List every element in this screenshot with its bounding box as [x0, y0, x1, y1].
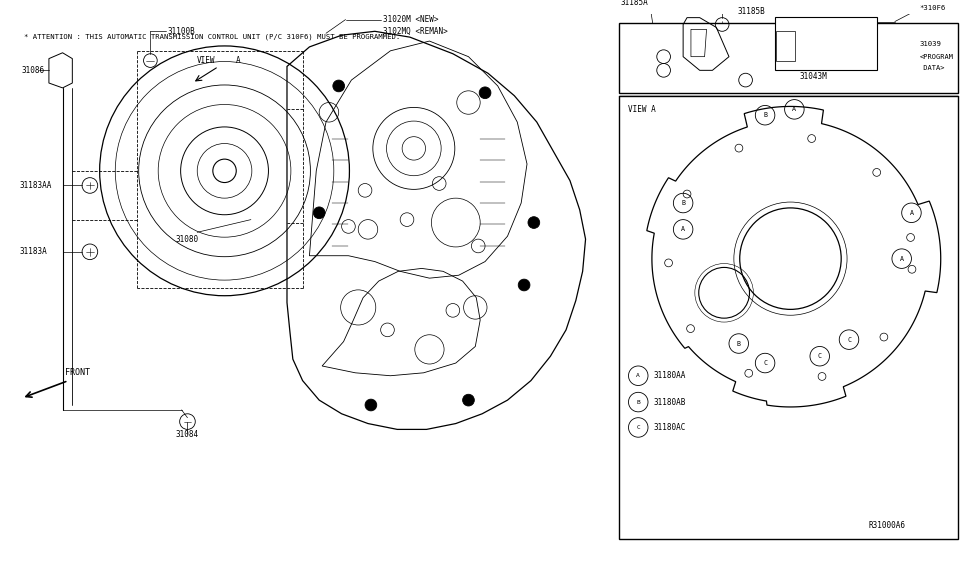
Text: 31180AA: 31180AA [654, 371, 686, 380]
Text: A: A [682, 226, 685, 233]
Text: 31039: 31039 [919, 41, 941, 47]
Text: DATA>: DATA> [919, 66, 945, 71]
Text: 31084: 31084 [176, 430, 199, 439]
Text: * ATTENTION : THIS AUTOMATIC TRANSMISSION CONTROL UNIT (P/C 310F6) MUST BE PROGR: * ATTENTION : THIS AUTOMATIC TRANSMISSIO… [23, 34, 400, 40]
Text: R31000A6: R31000A6 [869, 521, 906, 530]
Text: 31183AA: 31183AA [20, 181, 52, 190]
Text: 31183A: 31183A [20, 247, 48, 256]
Text: 31043M: 31043M [800, 72, 827, 81]
Text: 31185A: 31185A [621, 0, 648, 7]
Circle shape [313, 207, 325, 218]
Text: B: B [682, 200, 685, 206]
Text: B: B [637, 400, 641, 405]
Text: VIEW A: VIEW A [629, 105, 656, 114]
Circle shape [365, 399, 376, 411]
Text: 31185B: 31185B [738, 7, 765, 16]
Text: A: A [900, 256, 904, 261]
Text: 31020M <NEW>: 31020M <NEW> [382, 15, 438, 24]
Text: *310F6: *310F6 [919, 5, 946, 11]
Text: A: A [793, 106, 797, 113]
Text: A: A [637, 373, 641, 378]
Bar [619, 96, 958, 539]
Text: FRONT: FRONT [65, 368, 91, 378]
Text: <PROGRAM: <PROGRAM [919, 54, 954, 59]
Circle shape [462, 395, 474, 406]
Text: C: C [818, 353, 822, 359]
Text: 31080: 31080 [176, 235, 199, 243]
Text: 31180AB: 31180AB [654, 397, 686, 406]
Text: 31086: 31086 [21, 66, 45, 75]
Bar [619, 23, 958, 93]
Text: B: B [763, 112, 767, 118]
Text: A: A [236, 56, 241, 65]
Circle shape [332, 80, 344, 92]
Text: C: C [763, 360, 767, 366]
Text: 31180AC: 31180AC [654, 423, 686, 432]
Text: 3102MQ <REMAN>: 3102MQ <REMAN> [382, 27, 448, 36]
Bar [775, 16, 878, 70]
Text: B: B [737, 341, 741, 346]
Circle shape [519, 279, 530, 291]
Text: 31100B: 31100B [168, 27, 196, 36]
Text: VIEW: VIEW [197, 56, 215, 65]
Text: A: A [910, 210, 914, 216]
Bar [776, 31, 796, 61]
Circle shape [479, 87, 491, 98]
Text: C: C [637, 425, 641, 430]
Text: C: C [847, 337, 851, 342]
Circle shape [528, 217, 540, 229]
